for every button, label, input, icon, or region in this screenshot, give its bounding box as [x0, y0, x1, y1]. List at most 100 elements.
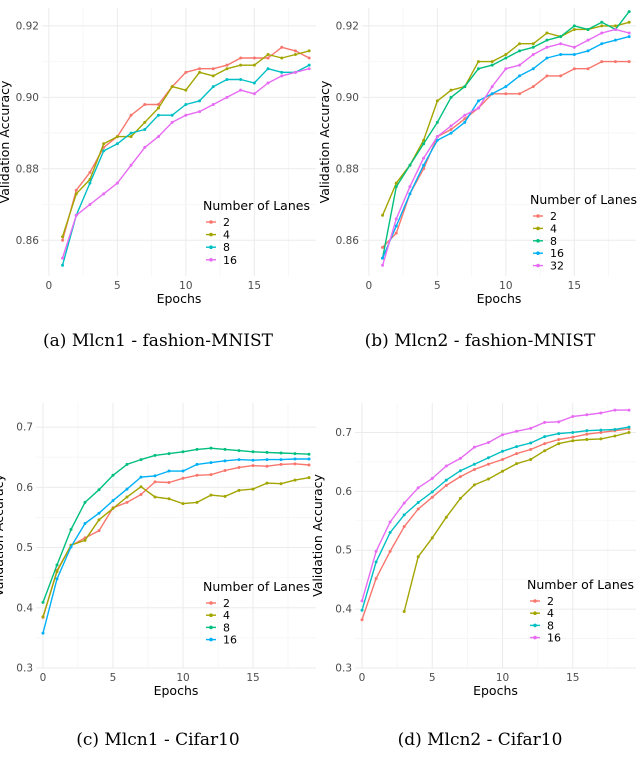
data-point — [402, 501, 406, 505]
legend-key-point — [533, 635, 537, 640]
data-point — [239, 88, 243, 92]
data-point — [572, 67, 576, 71]
data-point — [223, 447, 227, 451]
legend-key-point — [209, 258, 213, 262]
legend-item: 16 — [206, 254, 237, 267]
data-point — [251, 487, 255, 491]
data-point — [97, 518, 101, 522]
data-point — [572, 24, 576, 28]
data-point — [239, 63, 243, 67]
data-point — [61, 263, 65, 267]
legend-item: 8 — [533, 235, 557, 248]
data-point — [449, 124, 453, 128]
data-point — [139, 493, 143, 497]
y-tick-label: 0.86 — [16, 235, 40, 247]
data-point — [430, 476, 434, 480]
data-point — [585, 432, 589, 436]
data-point — [251, 464, 255, 468]
series-line — [42, 458, 309, 634]
data-point — [463, 120, 467, 124]
data-point — [265, 450, 269, 454]
data-point — [557, 438, 561, 442]
data-point — [102, 149, 106, 153]
legend-item: 8 — [206, 621, 230, 634]
x-axis-title: Epochs — [473, 683, 518, 698]
data-point — [125, 487, 129, 491]
data-point — [360, 608, 364, 612]
data-point — [476, 106, 480, 110]
legend-label: 16 — [547, 632, 561, 645]
gridlines — [362, 8, 636, 276]
data-point — [307, 63, 311, 67]
chart-panel-4: 0 5 10 15 0.3 0.4 0.5 0.6 0.7 Epochs Validation Ac… — [310, 403, 636, 750]
data-point — [265, 464, 269, 468]
data-point — [531, 85, 535, 89]
data-point — [416, 501, 420, 505]
data-point — [307, 463, 311, 467]
legend-label: 8 — [547, 619, 554, 632]
data-point — [237, 458, 241, 462]
series-line — [361, 409, 629, 602]
data-point — [394, 231, 398, 235]
data-point — [252, 81, 256, 85]
series-16-lanes — [41, 457, 311, 635]
data-point — [251, 458, 255, 462]
data-point — [156, 135, 160, 139]
data-point — [458, 475, 462, 479]
data-point — [394, 181, 398, 185]
data-point — [153, 480, 157, 484]
legend-title: Number of Lanes — [527, 577, 634, 592]
data-point — [111, 506, 115, 510]
data-point — [167, 452, 171, 456]
x-tick-label: 10 — [499, 280, 512, 292]
data-point — [545, 38, 549, 42]
legend-item: 2 — [206, 597, 230, 610]
data-point — [184, 70, 188, 74]
data-point — [529, 458, 533, 462]
data-point — [374, 576, 378, 580]
data-point — [266, 56, 270, 60]
data-point — [388, 531, 392, 535]
data-point — [543, 435, 547, 439]
data-point — [195, 462, 199, 466]
data-point — [115, 142, 119, 146]
data-point — [531, 67, 535, 71]
data-point — [515, 445, 519, 449]
y-tick-label: 0.6 — [335, 486, 352, 498]
data-point — [515, 462, 519, 466]
figure-caption: (d) Mlcn2 - Cifar10 — [398, 730, 563, 750]
data-point — [293, 52, 297, 56]
data-point — [504, 56, 508, 60]
data-point — [225, 95, 229, 99]
y-tick-label: 0.90 — [16, 92, 39, 104]
data-point — [307, 49, 311, 53]
legend-item: 4 — [206, 609, 230, 622]
data-point — [209, 446, 213, 450]
data-point — [394, 217, 398, 221]
legend-label: 32 — [550, 260, 564, 273]
data-point — [209, 493, 213, 497]
data-point — [435, 135, 439, 139]
data-point — [458, 456, 462, 460]
data-point — [486, 462, 490, 466]
data-point — [225, 67, 229, 71]
legend-label: 16 — [550, 247, 564, 260]
data-point — [55, 577, 59, 581]
data-point — [627, 408, 631, 412]
data-point — [41, 615, 45, 619]
data-point — [381, 213, 385, 217]
data-point — [167, 469, 171, 473]
data-point — [374, 549, 378, 553]
data-point — [501, 469, 505, 473]
series-2-lanes — [381, 60, 631, 249]
data-point — [599, 437, 603, 441]
y-axis-title: Validation Accuracy — [0, 80, 12, 203]
legend-item: 16 — [530, 632, 561, 645]
data-point — [463, 113, 467, 117]
legend-item: 16 — [206, 634, 237, 647]
data-point — [504, 85, 508, 89]
data-point — [490, 60, 494, 64]
x-tick-label: 10 — [176, 672, 189, 684]
legend-key-point — [209, 625, 213, 630]
data-point — [198, 99, 202, 103]
